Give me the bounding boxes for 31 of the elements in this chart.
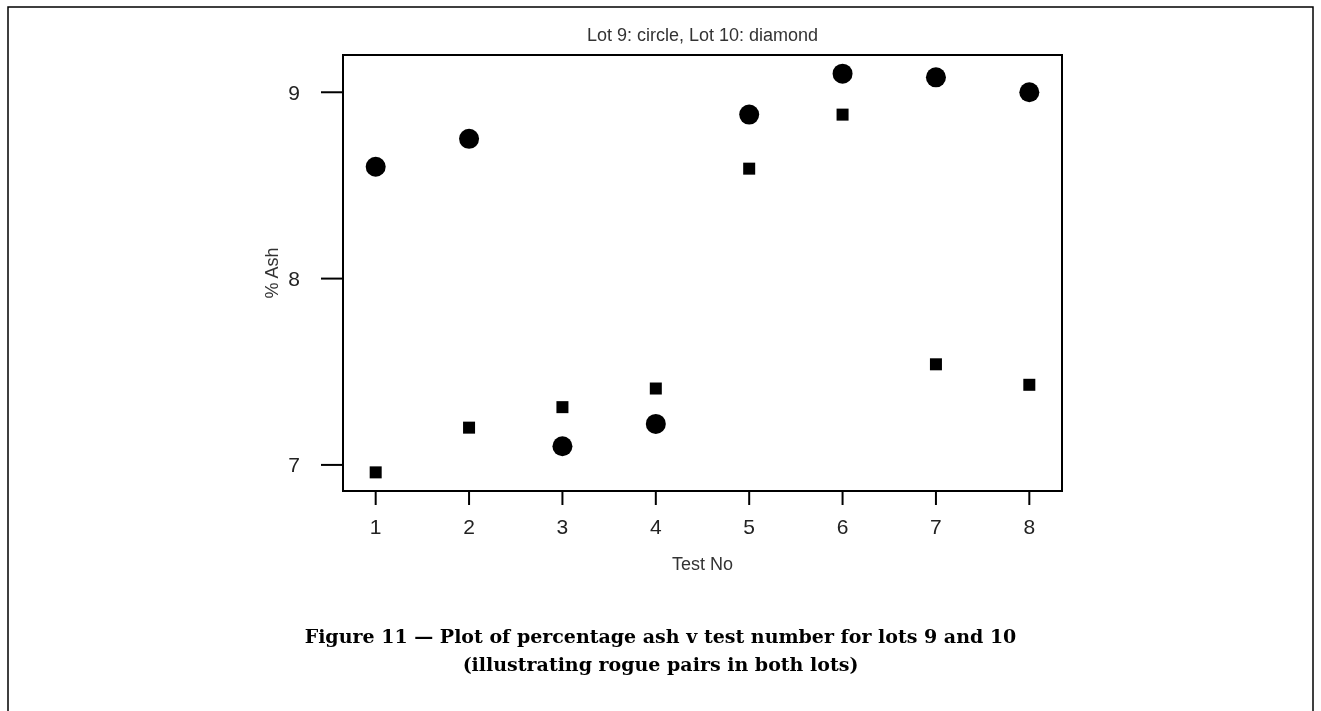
point bbox=[925, 67, 946, 88]
point bbox=[832, 63, 853, 84]
point bbox=[369, 466, 382, 479]
point bbox=[649, 382, 662, 395]
x-tick-label: 5 bbox=[743, 515, 756, 539]
y-tick-label: 8 bbox=[288, 266, 300, 290]
x-tick-label: 4 bbox=[649, 515, 662, 539]
point bbox=[743, 162, 756, 175]
point bbox=[1019, 82, 1040, 103]
point bbox=[459, 128, 480, 149]
y-tick-label: 7 bbox=[288, 453, 300, 477]
point bbox=[1023, 378, 1036, 391]
x-tick-label: 6 bbox=[836, 515, 849, 539]
x-axis-title: Test No bbox=[671, 554, 734, 574]
point bbox=[552, 436, 573, 457]
y-tick-label: 9 bbox=[288, 80, 300, 104]
point bbox=[929, 358, 942, 371]
point bbox=[836, 108, 849, 121]
point bbox=[645, 413, 666, 434]
x-tick-label: 1 bbox=[369, 515, 382, 539]
point bbox=[463, 421, 476, 434]
y-axis-title: % Ash bbox=[262, 247, 282, 299]
x-tick-label: 8 bbox=[1023, 515, 1036, 539]
point bbox=[739, 104, 760, 125]
x-tick-label: 7 bbox=[930, 515, 942, 539]
x-tick-label: 2 bbox=[463, 515, 475, 539]
point bbox=[556, 401, 569, 414]
chart-title: Lot 9: circle, Lot 10: diamond bbox=[586, 25, 819, 45]
x-tick-label: 3 bbox=[556, 515, 569, 539]
caption: Figure 11 — Plot of percentage ash v test number for lots 9 and 10 (illustrating rogue pairs in both lots) bbox=[304, 625, 1017, 675]
point bbox=[365, 156, 386, 177]
